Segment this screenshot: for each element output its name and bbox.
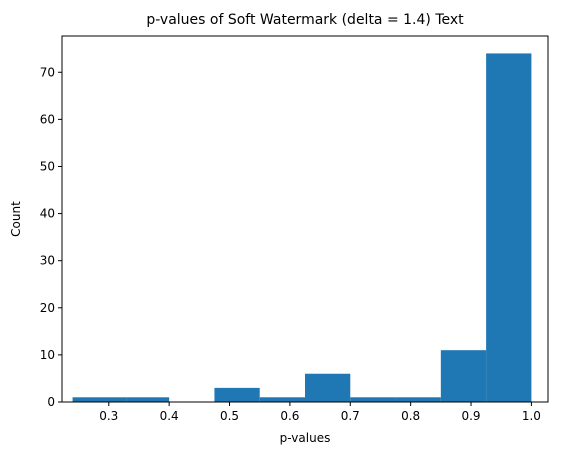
y-axis-ticks: 0 10 20 30 40 50 60 70 — [40, 65, 62, 409]
x-tick-label: 1.0 — [522, 409, 541, 423]
y-tick-label: 60 — [40, 112, 55, 126]
histogram-bar-8 — [440, 350, 487, 402]
y-tick-label: 10 — [40, 348, 55, 362]
y-tick-label: 30 — [40, 254, 55, 268]
histogram-bar-7 — [395, 397, 441, 402]
bars-group — [72, 53, 532, 403]
histogram-bar-4 — [259, 397, 305, 402]
x-tick-label: 0.9 — [461, 409, 480, 423]
y-tick-label: 20 — [40, 301, 55, 315]
histogram-bar-5 — [305, 373, 351, 402]
x-axis-label: p-values — [280, 431, 331, 445]
x-axis-ticks: 0.3 0.4 0.5 0.6 0.7 0.8 0.9 1.0 — [99, 402, 541, 423]
x-tick-label: 0.7 — [341, 409, 360, 423]
histogram-bar-0 — [72, 397, 127, 402]
chart-title: p-values of Soft Watermark (delta = 1.4)… — [146, 12, 464, 28]
histogram-bar-6 — [350, 397, 396, 402]
plot-frame — [61, 35, 549, 403]
y-tick-label: 70 — [40, 65, 55, 79]
x-tick-label: 0.8 — [401, 409, 420, 423]
histogram-bar-1 — [126, 397, 170, 402]
x-tick-label: 0.6 — [280, 409, 299, 423]
x-tick-label: 0.5 — [220, 409, 239, 423]
y-axis-label: Count — [9, 201, 23, 237]
x-tick-label: 0.3 — [99, 409, 118, 423]
y-tick-label: 50 — [40, 159, 55, 173]
x-tick-label: 0.4 — [160, 409, 179, 423]
y-tick-label: 0 — [47, 395, 55, 409]
y-tick-label: 40 — [40, 207, 55, 221]
histogram-bar-9 — [486, 53, 532, 403]
histogram-bar-3 — [214, 387, 260, 402]
